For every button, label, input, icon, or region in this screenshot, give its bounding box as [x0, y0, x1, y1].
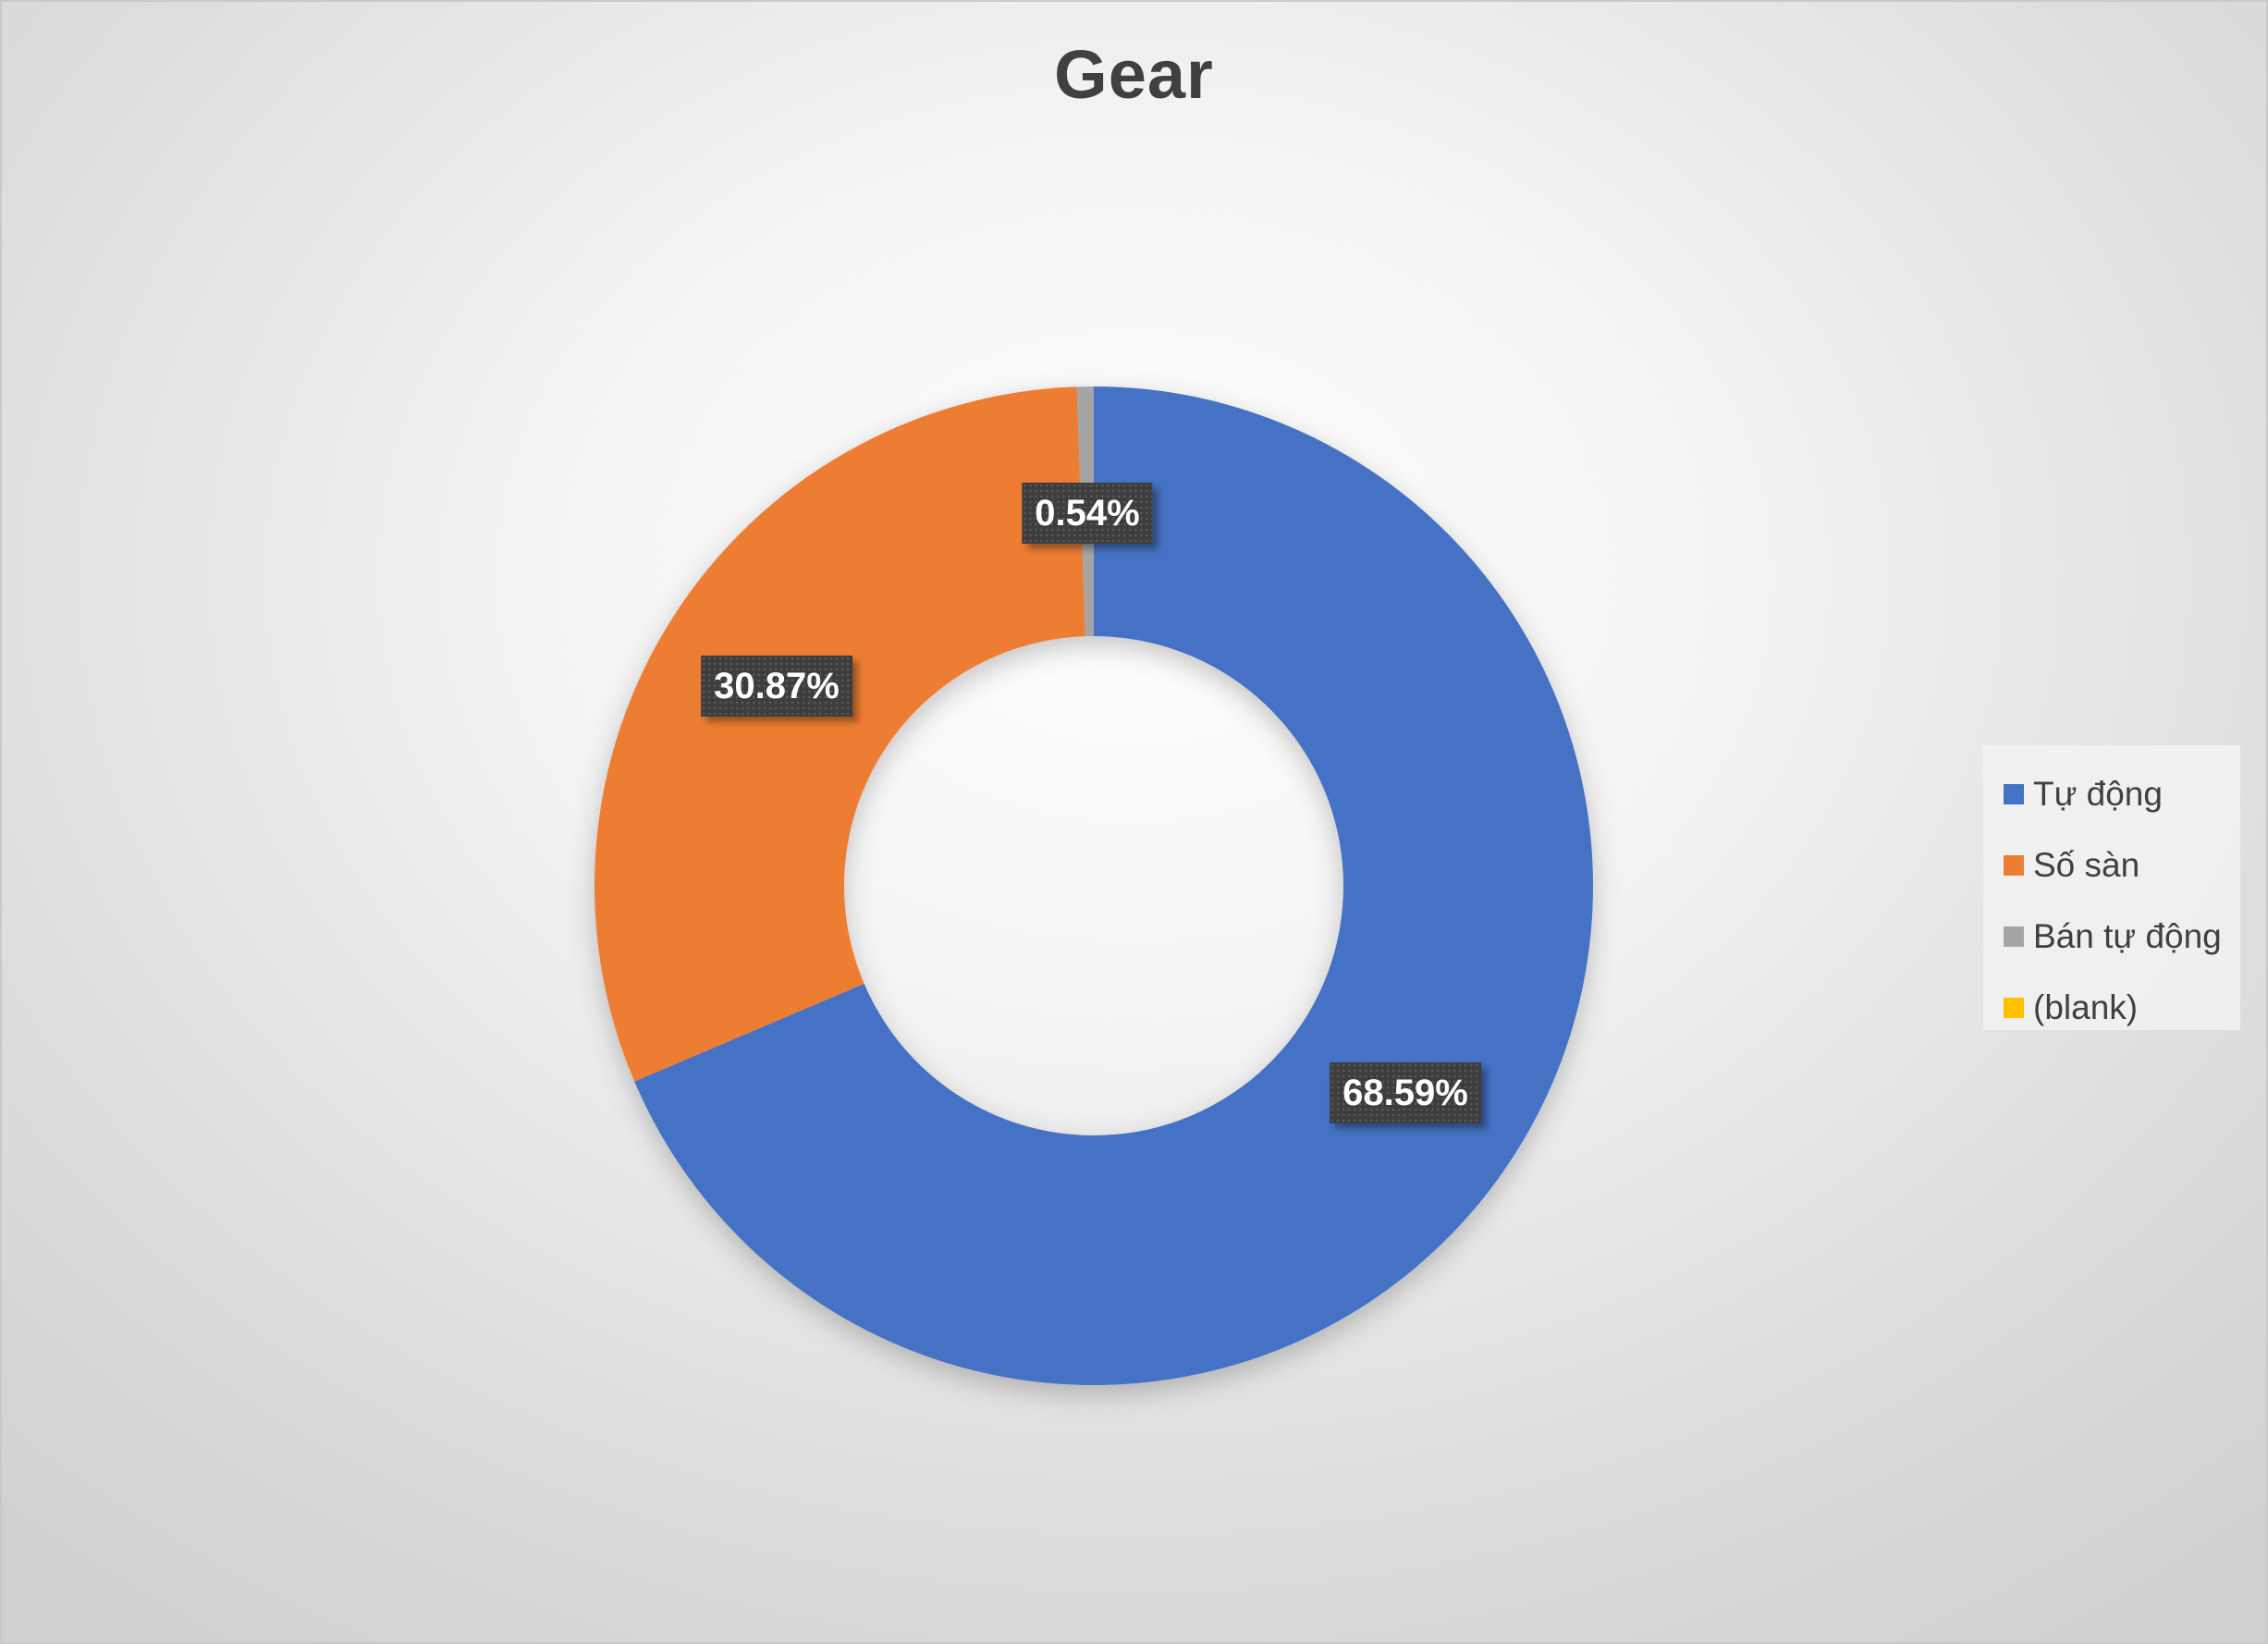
legend-item: Số sàn [2004, 829, 2240, 901]
data-label-tu-dong: 68.59% [1330, 1062, 1481, 1123]
legend-swatch-icon [2004, 854, 2024, 876]
legend-item: (blank) [2004, 972, 2240, 1043]
data-label-ban-tu-dong: 0.54% [1022, 483, 1153, 544]
legend-label: Bán tự động [2033, 916, 2222, 955]
legend-item: Tự động [2004, 758, 2240, 829]
legend-swatch-icon [2004, 783, 2024, 804]
legend-swatch-icon [2004, 926, 2024, 947]
legend-label: Số sàn [2033, 845, 2140, 884]
chart-title: Gear [1054, 36, 1214, 113]
slice-so-san [595, 386, 1085, 1082]
legend-swatch-icon [2004, 997, 2024, 1018]
data-label-so-san: 30.87% [701, 656, 852, 717]
legend-label: Tự động [2033, 774, 2163, 813]
legend: Tự động Số sàn Bán tự động (blank) [1983, 745, 2240, 1030]
legend-label: (blank) [2033, 988, 2139, 1026]
legend-item: Bán tự động [2004, 901, 2240, 972]
slice-tu-dong [634, 386, 1593, 1385]
